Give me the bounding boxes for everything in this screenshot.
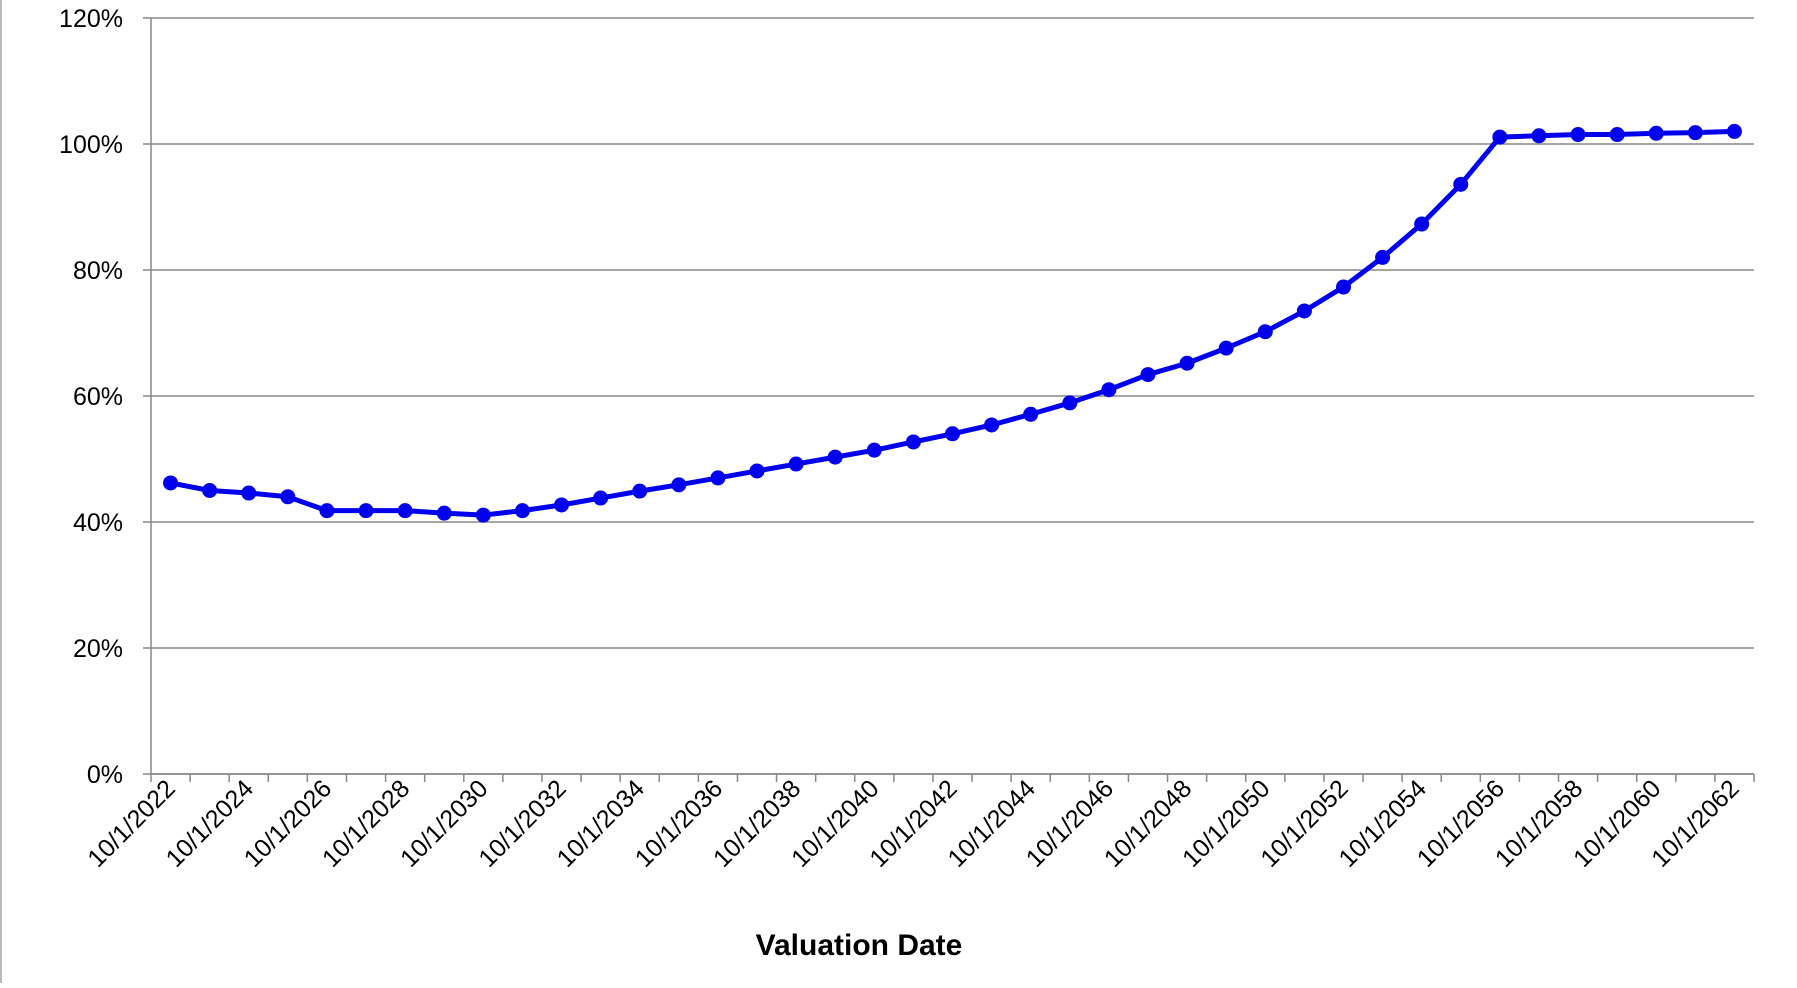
marker [593,490,609,506]
marker [632,483,648,499]
marker [358,503,374,519]
y-tick-label: 80% [73,257,123,285]
marker [1335,279,1351,295]
y-tick-label: 20% [73,635,123,663]
marker [163,475,179,491]
marker [554,497,570,513]
marker [788,456,804,472]
marker [1414,216,1430,232]
marker [1140,367,1156,383]
marker [241,485,257,501]
marker [1023,406,1039,422]
marker [1687,125,1703,141]
marker [475,507,491,523]
y-tick-label: 100% [59,131,123,159]
marker [1609,127,1625,143]
y-tick-label: 0% [87,761,123,789]
marker [1453,176,1469,192]
marker [1218,340,1234,356]
x-axis-title: Valuation Date [756,929,963,962]
marker [397,503,413,519]
marker [1726,123,1742,139]
y-tick-label: 120% [59,5,123,33]
line [170,128,1735,518]
marker [1648,125,1664,141]
marker [514,503,530,519]
y-tick-label: 40% [73,509,123,537]
marker [1257,324,1273,340]
marker [1492,129,1508,145]
marker [984,417,1000,433]
marker [202,483,218,498]
marker [1531,128,1547,144]
marker [945,426,960,442]
y-tick-label: 60% [73,383,123,411]
marker [749,463,765,479]
marker [280,489,296,505]
marker [710,470,726,486]
marker [1179,355,1195,371]
marker [1296,303,1312,319]
marker [1101,382,1117,398]
marker [1375,249,1391,265]
marker [319,503,335,519]
marker [827,449,843,465]
marker [436,505,452,521]
marker [1062,395,1078,411]
marker [866,442,882,458]
marker [905,434,921,450]
marker [671,477,687,493]
marker [1570,127,1586,143]
